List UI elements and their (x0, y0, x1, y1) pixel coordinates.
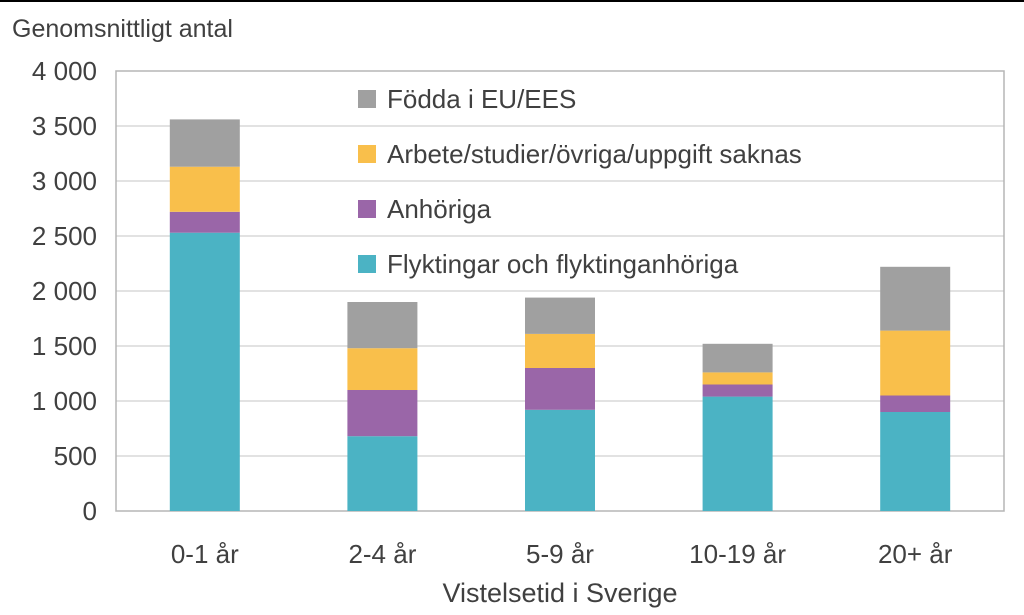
y-tick-label: 3 500 (32, 111, 97, 141)
legend-label: Födda i EU/EES (387, 84, 576, 114)
bar-segment (347, 348, 418, 390)
x-tick-label: 5-9 år (526, 539, 594, 569)
legend-label: Arbete/studier/övriga/uppgift saknas (387, 139, 802, 169)
bar-segment (880, 330, 951, 396)
bar-segment (347, 390, 418, 437)
y-tick-labels: 0 500 1 000 1 500 2 000 2 500 3 000 3 500 4 000 (32, 56, 97, 526)
x-tick-label: 2-4 år (348, 539, 416, 569)
y-tick-label: 2 000 (32, 276, 97, 306)
bar-segment (169, 211, 240, 233)
bar-segment (169, 166, 240, 212)
bar-segment (702, 396, 773, 511)
legend-swatch (358, 255, 376, 273)
x-axis-title: Vistelsetid i Sverige (442, 578, 677, 608)
bar-segment (347, 436, 418, 511)
bar-segment (702, 384, 773, 397)
bar-segment (169, 232, 240, 511)
y-tick-label: 4 000 (32, 56, 97, 86)
x-tick-labels: 0-1 år 2-4 år 5-9 år 10-19 år 20+ år (171, 539, 953, 569)
legend-swatch (358, 200, 376, 218)
x-tick-label: 0-1 år (171, 539, 239, 569)
y-tick-label: 3 000 (32, 166, 97, 196)
y-tick-label: 1 500 (32, 331, 97, 361)
legend-swatch (358, 90, 376, 108)
bar-segment (525, 368, 595, 410)
y-tick-label: 1 000 (32, 386, 97, 416)
x-tick-label: 20+ år (878, 539, 953, 569)
bar-segment (347, 302, 418, 349)
bars (169, 119, 951, 511)
y-tick-label: 500 (54, 441, 97, 471)
bar-segment (702, 372, 773, 385)
bar-segment (880, 412, 951, 511)
bar-segment (702, 343, 773, 373)
y-axis-title: Genomsnittligt antal (12, 15, 233, 43)
bar-segment (525, 409, 595, 511)
legend-label: Flyktingar och flyktinganhöriga (387, 249, 739, 279)
bar-segment (169, 119, 240, 167)
legend-label: Anhöriga (387, 194, 492, 224)
bar-segment (880, 266, 951, 331)
legend-swatch (358, 145, 376, 163)
legend: Födda i EU/EES Arbete/studier/övriga/uppg… (358, 84, 802, 279)
y-tick-label: 0 (83, 496, 97, 526)
x-tick-label: 10-19 år (689, 539, 786, 569)
bar-segment (525, 297, 595, 334)
bar-segment (525, 333, 595, 368)
bar-segment (880, 395, 951, 412)
y-tick-label: 2 500 (32, 221, 97, 251)
